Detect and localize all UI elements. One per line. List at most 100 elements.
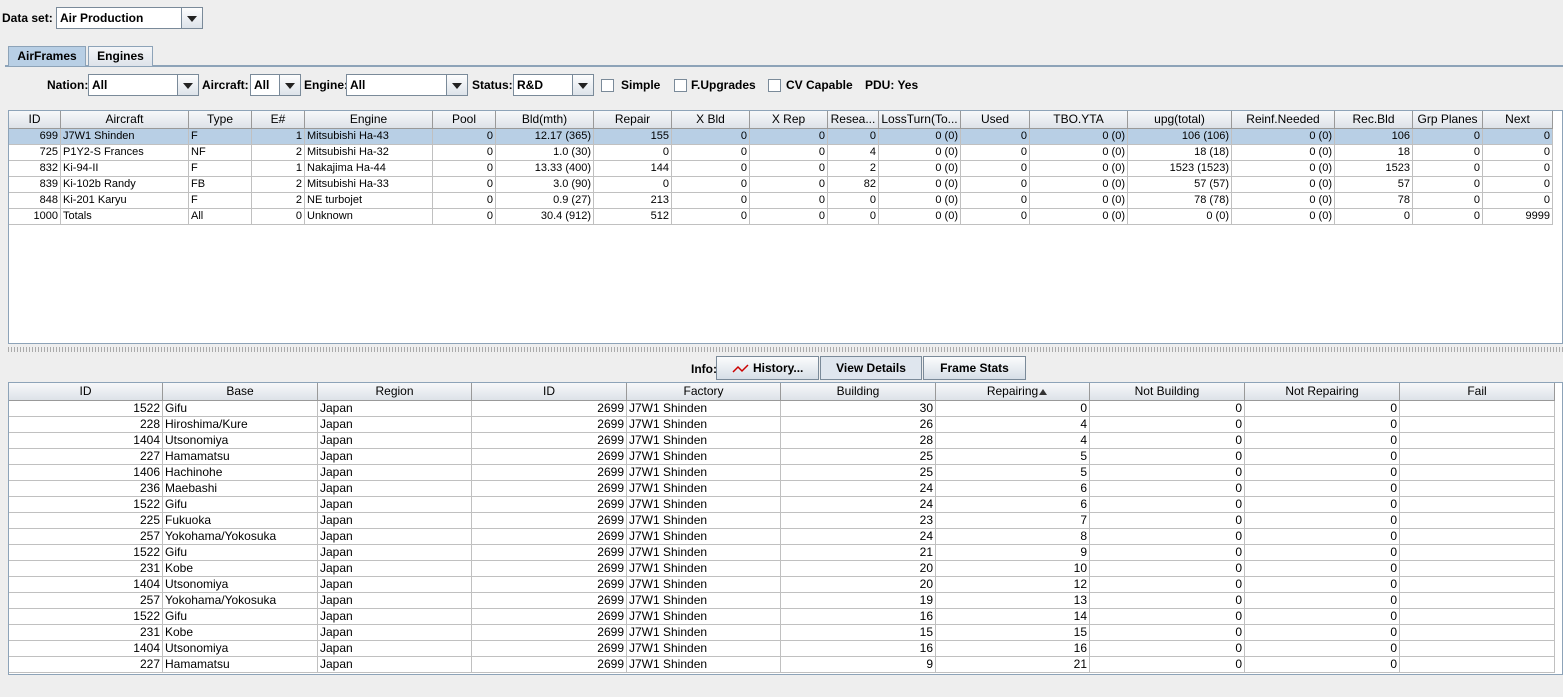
column-header[interactable]: TBO.YTA — [1030, 111, 1128, 129]
table-cell: 0 — [1245, 465, 1400, 481]
column-header[interactable]: ID — [9, 111, 61, 129]
table-cell: 6 — [936, 497, 1090, 513]
table-cell: Hiroshima/Kure — [163, 417, 318, 433]
table-cell: 0 — [433, 129, 496, 145]
table-cell: 0 — [1090, 593, 1245, 609]
column-header[interactable]: Repairing — [936, 383, 1090, 401]
column-header[interactable]: Resea... — [828, 111, 879, 129]
table-cell: Yokohama/Yokosuka — [163, 529, 318, 545]
table-cell: 2 — [252, 145, 305, 161]
table-cell: Utsonomiya — [163, 641, 318, 657]
column-header[interactable]: upg(total) — [1128, 111, 1232, 129]
table-cell: All — [189, 209, 252, 225]
table-cell: 0 — [1090, 657, 1245, 673]
table-cell: J7W1 Shinden — [627, 417, 781, 433]
column-header[interactable]: Building — [781, 383, 936, 401]
table-cell: P1Y2-S Frances — [61, 145, 189, 161]
column-header[interactable]: Next — [1483, 111, 1553, 129]
column-header[interactable]: Region — [318, 383, 472, 401]
table-cell: 9999 — [1483, 209, 1553, 225]
table-cell: 9 — [781, 657, 936, 673]
table-cell: 0 — [750, 177, 828, 193]
nation-combo[interactable]: All — [88, 74, 199, 96]
table-cell: Utsonomiya — [163, 433, 318, 449]
column-header[interactable]: Reinf.Needed — [1232, 111, 1335, 129]
table-cell: Unknown — [305, 209, 433, 225]
table-cell: 0 — [1245, 561, 1400, 577]
column-header[interactable]: X Rep — [750, 111, 828, 129]
table-cell: 25 — [781, 465, 936, 481]
column-header[interactable]: Repair — [594, 111, 672, 129]
table-cell: 0 — [750, 129, 828, 145]
engine-combo[interactable]: All — [346, 74, 468, 96]
view-details-button[interactable]: View Details — [820, 356, 922, 380]
table-cell: J7W1 Shinden — [627, 561, 781, 577]
splitter[interactable] — [8, 347, 1563, 352]
table-cell: 0 — [1245, 577, 1400, 593]
table-cell: 0 (0) — [1030, 129, 1128, 145]
column-header[interactable]: Factory — [627, 383, 781, 401]
table-cell: Gifu — [163, 401, 318, 417]
table-cell: 231 — [9, 625, 163, 641]
table-cell: 0 (0) — [879, 177, 961, 193]
column-header[interactable]: E# — [252, 111, 305, 129]
table-cell: 0 — [1413, 177, 1483, 193]
table-cell: 1404 — [9, 433, 163, 449]
column-header[interactable]: Type — [189, 111, 252, 129]
column-header[interactable]: X Bld — [672, 111, 750, 129]
table-cell — [1400, 625, 1555, 641]
aircraft-combo[interactable]: All — [250, 74, 301, 96]
table-cell: Hachinohe — [163, 465, 318, 481]
table-cell: 0 — [672, 145, 750, 161]
table-cell: 2699 — [472, 641, 627, 657]
table-cell: 227 — [9, 449, 163, 465]
table-cell: 0 — [1090, 513, 1245, 529]
column-header[interactable]: ID — [9, 383, 163, 401]
column-header[interactable]: LossTurn(To... — [879, 111, 961, 129]
checkbox[interactable] — [768, 79, 781, 92]
column-header[interactable]: ID — [472, 383, 627, 401]
checkbox[interactable] — [601, 79, 614, 92]
combo-arrow[interactable] — [177, 75, 198, 95]
filter-label: Status: — [472, 78, 513, 92]
status-combo[interactable]: R&D — [513, 74, 594, 96]
table-cell: 14 — [936, 609, 1090, 625]
combo-arrow[interactable] — [279, 75, 300, 95]
table-cell: NE turbojet — [305, 193, 433, 209]
combo-arrow[interactable] — [572, 75, 593, 95]
column-header[interactable]: Engine — [305, 111, 433, 129]
tab[interactable]: Engines — [88, 46, 153, 66]
table-cell: J7W1 Shinden — [61, 129, 189, 145]
combo-arrow[interactable] — [446, 75, 467, 95]
column-header[interactable]: Not Building — [1090, 383, 1245, 401]
table-cell: 0 — [961, 177, 1030, 193]
dataset-combo[interactable]: Air Production — [56, 7, 203, 29]
column-header[interactable]: Bld(mth) — [496, 111, 594, 129]
history-button[interactable]: History... — [716, 356, 819, 380]
frame-stats-button[interactable]: Frame Stats — [923, 356, 1026, 380]
column-header[interactable]: Fail — [1400, 383, 1555, 401]
column-header[interactable]: Aircraft — [61, 111, 189, 129]
aircraft-table: ID Aircraft Type E# Engine Pool Bld(mth) Repair… — [8, 110, 1563, 344]
table-cell: 0 — [1245, 545, 1400, 561]
column-header[interactable]: Grp Planes — [1413, 111, 1483, 129]
table-cell: 8 — [936, 529, 1090, 545]
column-header[interactable]: Base — [163, 383, 318, 401]
column-header[interactable]: Used — [961, 111, 1030, 129]
table-cell: 0 — [433, 177, 496, 193]
column-header[interactable]: Rec.Bld — [1335, 111, 1413, 129]
table-cell: 0 — [1483, 177, 1553, 193]
column-header[interactable]: Not Repairing — [1245, 383, 1400, 401]
table-cell: 20 — [781, 577, 936, 593]
checkbox[interactable] — [674, 79, 687, 92]
table-cell: J7W1 Shinden — [627, 449, 781, 465]
table-cell: 5 — [936, 465, 1090, 481]
combo-arrow[interactable] — [181, 8, 202, 28]
table-cell — [1400, 529, 1555, 545]
table-cell: 20 — [781, 561, 936, 577]
table-cell: Mitsubishi Ha-33 — [305, 177, 433, 193]
table-cell: 144 — [594, 161, 672, 177]
column-header[interactable]: Pool — [433, 111, 496, 129]
tab[interactable]: AirFrames — [8, 46, 86, 66]
table-cell: 0 — [828, 129, 879, 145]
